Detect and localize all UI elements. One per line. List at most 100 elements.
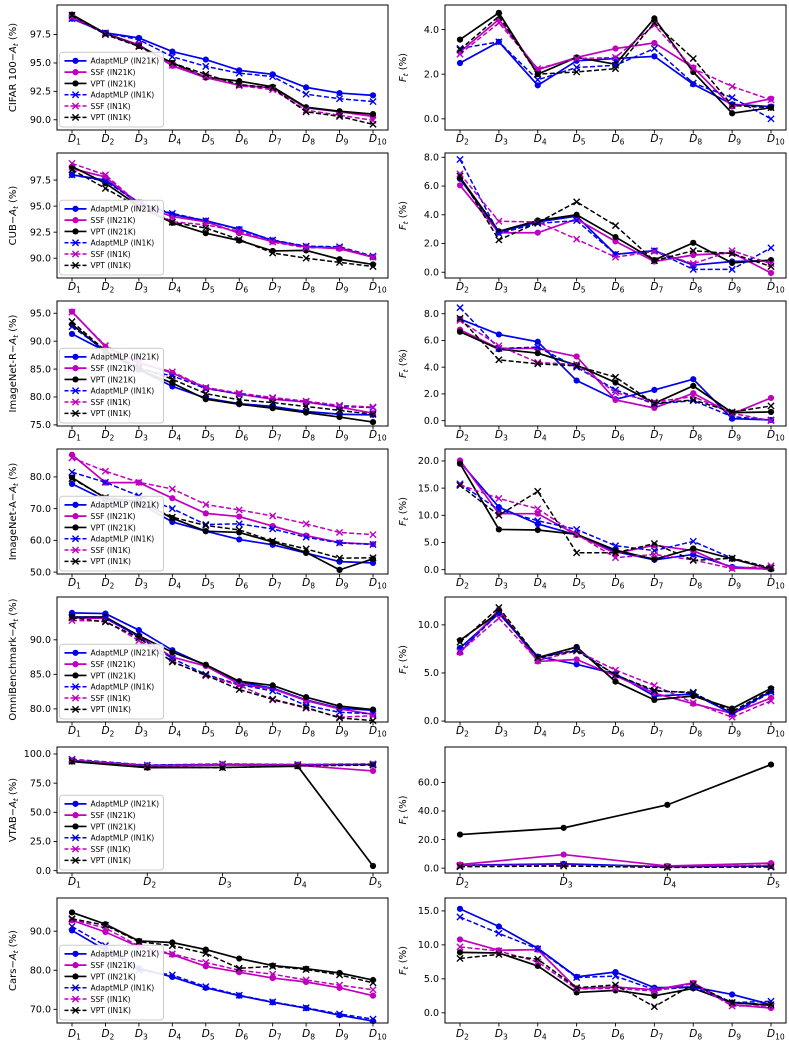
x-tick-label: D2 bbox=[456, 725, 469, 739]
series-adaptmlp-in1k bbox=[456, 38, 775, 123]
legend-label: AdaptMLP (IN1K) bbox=[91, 834, 155, 843]
x-tick-label: D10 bbox=[369, 725, 387, 739]
x-tick-label: D6 bbox=[612, 577, 625, 591]
series-vpt-in1k bbox=[456, 950, 775, 1011]
legend-label: AdaptMLP (IN21K) bbox=[91, 649, 160, 658]
x-tick-label: D4 bbox=[168, 577, 181, 591]
series-adaptmlp-in1k bbox=[68, 15, 377, 106]
x-tick-label: D9 bbox=[336, 577, 349, 591]
x-tick-label: D6 bbox=[235, 577, 248, 591]
y-tick-label: 90.0 bbox=[30, 336, 51, 347]
y-tick-label: 90.0 bbox=[30, 635, 51, 646]
legend-box: AdaptMLP (IN21K) SSF (IN21K) VPT (IN21K) Ad… bbox=[59, 794, 164, 871]
legend-label: VPT (IN1K) bbox=[91, 557, 132, 566]
x-tick-label: D3 bbox=[135, 1028, 148, 1042]
legend-box: AdaptMLP (IN21K) SSF (IN21K) VPT (IN21K) Ad… bbox=[59, 199, 164, 276]
x-tick-label: D5 bbox=[202, 281, 215, 295]
x-tick-label: D10 bbox=[369, 429, 387, 443]
series-vpt-in1k bbox=[68, 915, 377, 987]
y-tick-label: 50.0 bbox=[30, 567, 51, 578]
series-vpt-in1k bbox=[456, 862, 775, 872]
x-tick-label: D8 bbox=[302, 133, 315, 147]
y-tick-label: 95.0 bbox=[30, 201, 51, 212]
legend-label: VPT (IN21K) bbox=[91, 375, 136, 384]
x-tick-label: D8 bbox=[689, 725, 702, 739]
legend-label: VPT (IN21K) bbox=[91, 972, 136, 981]
series-vpt-in1k bbox=[68, 166, 377, 271]
axis-ticks: 0.0 2.0 4.0 6.0 8.0 D2 D3 D4 D5 D6 D7 D8 D9 D10 bbox=[424, 153, 785, 295]
series-vpt-in1k bbox=[456, 603, 775, 716]
x-tick-label: D6 bbox=[612, 429, 625, 443]
x-tick-label: D8 bbox=[689, 429, 702, 443]
y-tick-label: 0.0 bbox=[424, 716, 439, 727]
x-tick-label: D2 bbox=[101, 577, 114, 591]
axis-ticks: 70.0 80.0 90.0 D1 D2 D3 D4 D5 D6 D7 D8 D9 D10 bbox=[30, 926, 387, 1041]
y-axis-label: Ft (%) bbox=[398, 201, 410, 230]
x-tick-label: D5 bbox=[573, 725, 586, 739]
legend-label: SSF (IN1K) bbox=[91, 694, 131, 703]
chart-imagenet-r-forgetting: 0.0 2.0 4.0 6.0 8.0 D2 D3 D4 D5 D6 D7 D8 D9 D10 Ft (%) bbox=[390, 296, 789, 444]
legend-label: AdaptMLP (IN1K) bbox=[91, 535, 155, 544]
x-tick-label: D10 bbox=[767, 281, 785, 295]
series-vpt-in1k bbox=[68, 614, 377, 725]
x-tick-label: D1 bbox=[68, 577, 81, 591]
legend-label: SSF (IN21K) bbox=[91, 961, 136, 970]
x-tick-label: D5 bbox=[202, 1028, 215, 1042]
chart-cifar100-accuracy: 90.0 92.5 95.0 97.5 D1 D2 D3 D4 D5 D6 D7 D8 D9 D10 CIF… bbox=[0, 0, 390, 148]
x-tick-label: D4 bbox=[168, 1028, 181, 1042]
legend-label: VPT (IN21K) bbox=[91, 227, 136, 236]
x-tick-label: D7 bbox=[269, 281, 282, 295]
axis-ticks: 0.0 2.0 4.0 6.0 8.0 D2 D3 D4 D5 D6 D7 D8 D9 D10 bbox=[424, 309, 785, 443]
axis-ticks: 90.0 92.5 95.0 97.5 D1 D2 D3 D4 D5 D6 D7 D8 D9 D10 bbox=[30, 30, 387, 147]
x-tick-label: D5 bbox=[767, 876, 780, 890]
legend-label: SSF (IN21K) bbox=[91, 512, 136, 521]
x-tick-label: D2 bbox=[456, 281, 469, 295]
x-tick-label: D5 bbox=[202, 577, 215, 591]
y-axis-label: Ft (%) bbox=[398, 497, 410, 526]
chart-vtab-forgetting: 0.0 20.0 40.0 60.0 D2 D3 D4 D5 Ft (%) bbox=[390, 740, 789, 890]
x-tick-label: D2 bbox=[101, 725, 114, 739]
y-tick-label: 0.0 bbox=[424, 114, 439, 125]
y-tick-label: 25.0 bbox=[30, 837, 51, 848]
chart-cifar100-forgetting: 0.0 2.0 4.0 D2 D3 D4 D5 D6 D7 D8 D9 D10 Ft (%) bbox=[390, 0, 789, 148]
y-axis-label: Cars−At (%) bbox=[8, 930, 20, 991]
legend-label: VPT (IN21K) bbox=[91, 822, 136, 831]
legend-label: VPT (IN1K) bbox=[91, 856, 132, 865]
y-axis-label: Ft (%) bbox=[398, 349, 410, 378]
legend-label: AdaptMLP (IN1K) bbox=[91, 984, 155, 993]
x-tick-label: D3 bbox=[135, 429, 148, 443]
x-tick-label: D5 bbox=[573, 133, 586, 147]
x-tick-label: D4 bbox=[168, 725, 181, 739]
x-tick-label: D9 bbox=[728, 577, 741, 591]
series-vpt-in1k bbox=[68, 11, 377, 128]
figure-row-6: 0.0 25.0 50.0 75.0 100.0 D1 D2 D3 D4 D5 VTAB−At (%… bbox=[0, 740, 789, 890]
series-vpt-in21k bbox=[456, 761, 775, 838]
legend-label: SSF (IN1K) bbox=[91, 995, 131, 1004]
x-tick-label: D6 bbox=[612, 1028, 625, 1042]
x-tick-label: D2 bbox=[456, 133, 469, 147]
legend-label: VPT (IN1K) bbox=[91, 1006, 132, 1015]
y-tick-label: 95.0 bbox=[30, 308, 51, 319]
x-tick-label: D8 bbox=[302, 429, 315, 443]
legend-label: AdaptMLP (IN1K) bbox=[91, 387, 155, 396]
y-tick-label: 80.0 bbox=[30, 704, 51, 715]
x-tick-label: D5 bbox=[573, 281, 586, 295]
y-tick-label: 0.0 bbox=[424, 863, 439, 874]
legend-label: SSF (IN1K) bbox=[91, 845, 131, 854]
x-tick-label: D10 bbox=[369, 1028, 387, 1042]
x-tick-label: D8 bbox=[689, 281, 702, 295]
legend-label: VPT (IN1K) bbox=[91, 409, 132, 418]
legend-label: SSF (IN1K) bbox=[91, 398, 131, 407]
x-tick-label: D3 bbox=[495, 577, 508, 591]
y-tick-label: 97.5 bbox=[30, 175, 51, 186]
x-tick-label: D7 bbox=[269, 725, 282, 739]
y-tick-label: 85.0 bbox=[30, 364, 51, 375]
y-axis-label: VTAB−At (%) bbox=[8, 778, 20, 842]
figure-row-7: 70.0 80.0 90.0 D1 D2 D3 D4 D5 D6 D7 D8 D9 D10 Cars−At… bbox=[0, 890, 789, 1052]
x-tick-label: D10 bbox=[767, 133, 785, 147]
y-tick-label: 2.0 bbox=[424, 239, 439, 250]
x-tick-label: D6 bbox=[235, 133, 248, 147]
y-tick-label: 75.0 bbox=[30, 420, 51, 431]
x-tick-label: D1 bbox=[68, 876, 81, 890]
legend-label: SSF (IN1K) bbox=[91, 546, 131, 555]
